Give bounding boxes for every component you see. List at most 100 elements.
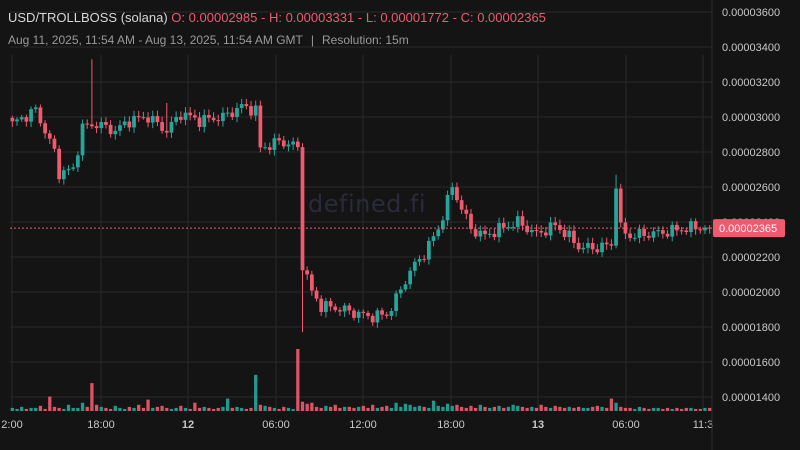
volume-bar bbox=[665, 407, 670, 411]
volume-bar bbox=[338, 407, 342, 411]
volume-bar bbox=[394, 402, 398, 411]
candle-body bbox=[24, 117, 29, 122]
candle-body bbox=[225, 112, 230, 114]
candle-body bbox=[361, 311, 366, 313]
volume-bar bbox=[328, 406, 333, 411]
candle-body bbox=[693, 221, 698, 230]
candle-body bbox=[651, 231, 656, 238]
candle-body bbox=[267, 147, 272, 150]
x-tick-label: 11:3 bbox=[693, 419, 714, 431]
close-label: C: bbox=[460, 10, 474, 25]
candle-body bbox=[314, 290, 319, 299]
volume-bar bbox=[619, 406, 623, 411]
y-tick-label: 0.00001400 bbox=[722, 392, 780, 404]
candle-body bbox=[150, 116, 155, 123]
candle-body bbox=[239, 104, 244, 108]
volume-bar bbox=[132, 407, 136, 411]
volume-bar bbox=[188, 408, 192, 411]
candle-body bbox=[492, 233, 497, 238]
candle-body bbox=[506, 227, 511, 229]
volume-bar bbox=[399, 406, 403, 411]
volume-bar bbox=[361, 405, 365, 411]
volume-bar bbox=[249, 407, 253, 411]
candle-body bbox=[520, 216, 525, 226]
candle-body bbox=[515, 216, 520, 228]
volume-bar bbox=[661, 408, 665, 411]
volume-bar bbox=[403, 403, 408, 411]
candle-body bbox=[398, 289, 403, 294]
candle-body bbox=[19, 117, 24, 120]
volume-bar bbox=[558, 406, 562, 411]
y-tick-label: 0.00003600 bbox=[722, 7, 780, 19]
volume-bar bbox=[633, 408, 637, 411]
volume-bar bbox=[614, 402, 618, 411]
volume-bar bbox=[85, 406, 89, 411]
candle-body bbox=[632, 237, 637, 239]
volume-bar bbox=[296, 349, 300, 411]
candle-body bbox=[202, 115, 207, 127]
volume-bar bbox=[268, 406, 272, 411]
candle-body bbox=[609, 244, 614, 246]
candle-body bbox=[665, 233, 670, 237]
volume-bar bbox=[10, 407, 14, 411]
candle-body bbox=[300, 147, 305, 271]
volume-bar bbox=[20, 406, 24, 411]
candle-body bbox=[352, 310, 356, 318]
volume-bar bbox=[319, 407, 323, 411]
volume-bar bbox=[385, 405, 389, 411]
volume-bar bbox=[141, 407, 146, 411]
candle-body bbox=[675, 224, 679, 231]
volume-bar bbox=[342, 406, 347, 411]
candle-body bbox=[207, 115, 211, 118]
volume-bar bbox=[371, 404, 375, 411]
volume-bar bbox=[183, 407, 188, 411]
volume-bar bbox=[179, 405, 183, 411]
volume-bar bbox=[48, 396, 52, 411]
candle-body bbox=[356, 311, 361, 318]
volume-bar bbox=[553, 405, 557, 411]
candle-body bbox=[338, 310, 342, 312]
candle-body bbox=[221, 112, 225, 122]
volume-bar bbox=[488, 407, 492, 411]
volume-bar bbox=[600, 406, 604, 411]
candle-body bbox=[497, 223, 501, 238]
candle-body bbox=[164, 130, 169, 133]
candle-body bbox=[412, 261, 417, 271]
volume-bar bbox=[502, 407, 506, 411]
candle-body bbox=[192, 115, 197, 118]
candle-body bbox=[10, 117, 15, 122]
volume-bar bbox=[651, 407, 656, 411]
candle-body bbox=[703, 227, 707, 231]
x-tick-label: 12 bbox=[182, 419, 194, 431]
volume-bar bbox=[291, 408, 295, 411]
x-tick-label: 2:00 bbox=[1, 419, 22, 431]
volume-bar bbox=[689, 407, 693, 411]
volume-bar bbox=[357, 406, 361, 411]
x-tick-label: 12:00 bbox=[349, 419, 377, 431]
volume-bar bbox=[497, 405, 501, 411]
volume-bar bbox=[684, 407, 688, 411]
y-tick-label: 0.00002800 bbox=[722, 147, 780, 159]
candle-body bbox=[455, 187, 459, 201]
candle-body bbox=[178, 117, 183, 120]
open-value: 0.00002985 bbox=[188, 10, 258, 25]
candle-body bbox=[127, 121, 132, 128]
volume-bar bbox=[642, 407, 646, 411]
volume-bar bbox=[576, 406, 581, 411]
candle-body bbox=[328, 301, 333, 307]
candle-body bbox=[333, 306, 338, 311]
candle-body bbox=[441, 220, 445, 230]
volume-bar bbox=[263, 405, 267, 411]
volume-bar bbox=[225, 398, 230, 411]
candle-body bbox=[366, 312, 370, 316]
candle-body bbox=[660, 230, 665, 234]
candle-body bbox=[211, 117, 216, 121]
volume-bar bbox=[90, 383, 94, 411]
volume-bar bbox=[216, 407, 220, 411]
volume-bar bbox=[113, 405, 117, 411]
volume-bar bbox=[34, 407, 38, 411]
candle-body bbox=[375, 310, 380, 323]
candle-body bbox=[380, 310, 384, 315]
